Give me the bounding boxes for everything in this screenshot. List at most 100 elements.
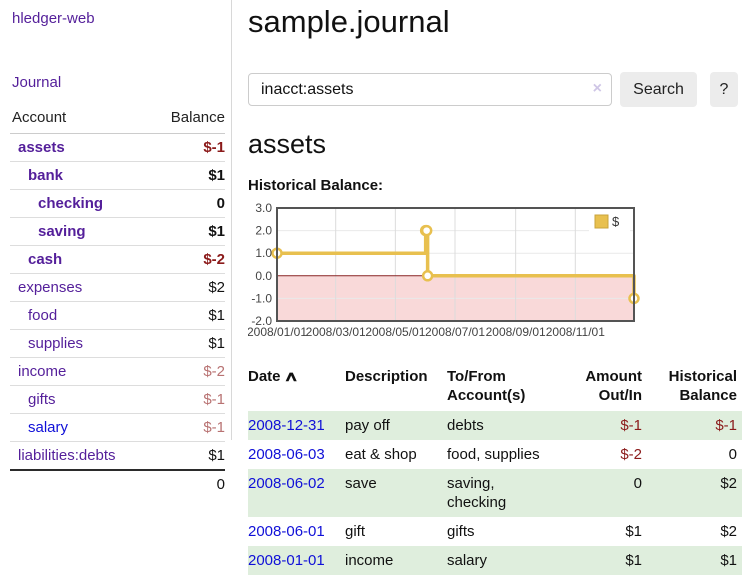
svg-text:2008/01/01: 2008/01/01 [248, 325, 307, 339]
sidebar: hledger-web Journal Account Balance asse… [0, 0, 232, 498]
svg-text:3.0: 3.0 [255, 201, 272, 215]
accounts-total: 0 [150, 469, 225, 498]
transaction-date-link[interactable]: 2008-06-02 [248, 475, 325, 492]
accounts-total-row: 0 [10, 469, 225, 498]
transaction-amount: $1 [625, 552, 642, 569]
accounts-header-account: Account [10, 106, 151, 134]
transaction-account: gifts [447, 523, 475, 540]
register-table: Date ∧ Description To/From Account(s) Amo… [248, 363, 742, 575]
account-row: checking 0 [10, 189, 225, 218]
accounts-header-balance: Balance [150, 106, 225, 134]
balance-chart: $3.0 2.0 1.0 0.0 -1.0 -2.0 2008/01/01 2008/03/0… [247, 200, 742, 347]
accounts-table: Account Balance assets $-1 bank $1 check… [10, 106, 225, 498]
transaction-description: income [345, 552, 394, 569]
account-row: supplies $1 [10, 329, 225, 358]
transaction-date-link[interactable]: 2008-01-01 [248, 552, 325, 569]
main-content: sample.journal × Search ? assets Histori… [247, 0, 742, 575]
search-button[interactable]: Search [620, 72, 697, 107]
search-input[interactable] [248, 73, 612, 106]
account-balance: $-2 [150, 357, 225, 386]
transaction-description: save [345, 475, 377, 492]
column-header-account: To/From Account(s) [447, 368, 526, 404]
transaction-description: pay off [345, 417, 390, 434]
account-balance: $1 [208, 447, 225, 464]
account-balance: $-1 [150, 413, 225, 442]
transaction-amount: 0 [633, 475, 642, 492]
account-row: salary $-1 [10, 413, 225, 442]
account-row: food $1 [10, 301, 225, 330]
account-link-assets[interactable]: assets [18, 139, 65, 156]
svg-text:0.0: 0.0 [255, 269, 272, 283]
table-row: 2008-01-01 income salary $1 $1 [248, 546, 742, 575]
help-button[interactable]: ? [710, 72, 738, 107]
account-balance: $1 [150, 301, 225, 330]
svg-text:1.0: 1.0 [255, 246, 272, 260]
account-row: income $-2 [10, 357, 225, 386]
account-link-checking[interactable]: checking [38, 195, 104, 212]
transaction-date-link[interactable]: 2008-12-31 [248, 417, 325, 434]
transaction-amount: $-1 [620, 417, 642, 434]
transaction-amount: $-2 [620, 446, 642, 463]
transaction-balance: $-1 [715, 417, 737, 434]
account-balance: $2 [150, 273, 225, 302]
app-title-link[interactable]: hledger-web [12, 10, 95, 27]
svg-text:2008/05/01: 2008/05/01 [365, 325, 425, 339]
transaction-balance: $1 [720, 552, 737, 569]
column-header-balance: Historical Balance [668, 368, 737, 404]
account-link-gifts[interactable]: gifts [28, 391, 56, 408]
account-row: gifts $-1 [10, 385, 225, 414]
account-balance: $-1 [150, 133, 225, 162]
account-row: cash $-2 [10, 245, 225, 274]
search-form: × Search ? [248, 72, 742, 107]
svg-text:2008/11/01: 2008/11/01 [546, 325, 605, 339]
transaction-balance: $2 [720, 475, 737, 492]
account-link-saving[interactable]: saving [38, 223, 86, 240]
account-link-food[interactable]: food [28, 307, 58, 324]
transaction-balance: 0 [728, 446, 737, 463]
register-header-row: Date ∧ Description To/From Account(s) Amo… [248, 363, 742, 411]
table-row: 2008-06-01 gift gifts $1 $2 [248, 517, 742, 546]
chart-title: Historical Balance: [248, 177, 384, 194]
balance-chart-svg: $3.0 2.0 1.0 0.0 -1.0 -2.02008/01/012008/03/0… [247, 201, 640, 339]
account-balance: $1 [150, 161, 225, 190]
account-link-bank[interactable]: bank [28, 167, 64, 184]
account-link-cash[interactable]: cash [28, 251, 63, 268]
svg-text:-1.0: -1.0 [251, 291, 272, 305]
account-balance: $-1 [150, 385, 225, 414]
sort-ascending-icon: ∧ [282, 368, 299, 384]
transaction-balance: $2 [720, 523, 737, 540]
clear-search-icon[interactable]: × [592, 80, 602, 97]
transaction-description: gift [345, 523, 366, 540]
transaction-account: saving, checking [447, 475, 507, 511]
account-row: expenses $2 [10, 273, 225, 302]
svg-text:$: $ [612, 214, 620, 229]
column-header-amount: Amount Out/In [585, 368, 642, 404]
table-row: 2008-12-31 pay off debts $-1 $-1 [248, 411, 742, 440]
svg-text:-2.0: -2.0 [251, 314, 272, 328]
transaction-account: food, supplies [447, 446, 540, 463]
transaction-account: debts [447, 417, 484, 434]
transaction-amount: $1 [625, 523, 642, 540]
transaction-description: eat & shop [345, 446, 417, 463]
column-header-date[interactable]: Date ∧ [248, 368, 299, 385]
svg-text:2008/03/01: 2008/03/01 [306, 325, 366, 339]
account-link-salary[interactable]: salary [28, 419, 69, 436]
account-balance: $1 [150, 217, 225, 246]
account-row: liabilities:debts $1 [10, 442, 225, 471]
account-row: bank $1 [10, 161, 225, 190]
account-link-liabilities-debts[interactable]: liabilities:debts [18, 447, 116, 464]
account-link-income[interactable]: income [18, 363, 67, 380]
sidebar-item-journal[interactable]: Journal [12, 74, 62, 91]
transaction-date-link[interactable]: 2008-06-01 [248, 523, 325, 540]
account-row: assets $-1 [10, 133, 225, 162]
account-row: saving $1 [10, 217, 225, 246]
transaction-date-link[interactable]: 2008-06-03 [248, 446, 325, 463]
svg-text:2008/09/01: 2008/09/01 [486, 325, 546, 339]
account-link-supplies[interactable]: supplies [28, 335, 84, 352]
account-balance: $1 [150, 329, 225, 358]
account-balance: $-2 [150, 245, 225, 274]
column-header-description: Description [345, 368, 428, 385]
account-heading: assets [248, 129, 327, 159]
table-row: 2008-06-02 save saving, checking 0 $2 [248, 469, 742, 517]
account-link-expenses[interactable]: expenses [18, 279, 83, 296]
